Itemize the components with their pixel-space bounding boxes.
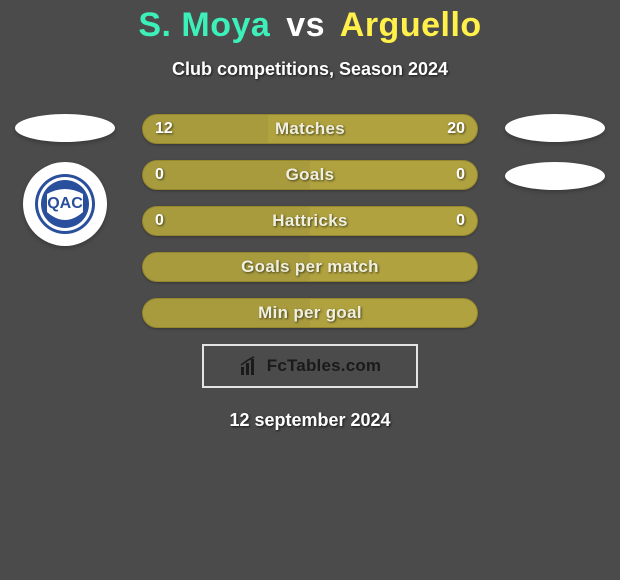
comparison-main: QAC Matches1220Goals00Hattricks00Goals p… — [0, 114, 620, 328]
brand-box: FcTables.com — [202, 344, 418, 388]
left-side-column: QAC — [10, 114, 120, 246]
generated-date: 12 september 2024 — [0, 410, 620, 431]
stat-row: Matches12 20 — [142, 114, 478, 144]
player2-ellipse-placeholder-1 — [505, 114, 605, 142]
stat-label: Min per goal — [143, 299, 477, 327]
stat-value-player1: 12 — [155, 115, 173, 143]
title-vs: vs — [286, 6, 325, 44]
subtitle: Club competitions, Season 2024 — [0, 59, 620, 80]
title-player1: S. Moya — [138, 6, 270, 44]
brand-text: FcTables.com — [267, 356, 382, 376]
shield-qac-icon: QAC — [33, 172, 97, 236]
stat-row: Hattricks0 0 — [142, 206, 478, 236]
stat-row: Goals0 0 — [142, 160, 478, 190]
stat-value-player2: 0 — [456, 161, 465, 189]
player2-ellipse-placeholder-2 — [505, 162, 605, 190]
bar-chart-icon — [239, 355, 261, 377]
stat-label: Goals per match — [143, 253, 477, 281]
stat-row: Min per goal — [142, 298, 478, 328]
player1-ellipse-placeholder — [15, 114, 115, 142]
stat-label: Hattricks — [143, 207, 477, 235]
stat-row: Goals per match — [142, 252, 478, 282]
stat-value-player2: 20 — [447, 115, 465, 143]
svg-text:QAC: QAC — [47, 195, 83, 212]
stat-label: Goals — [143, 161, 477, 189]
page-title: S. Moya vs Arguello — [0, 0, 620, 45]
stat-bars: Matches1220Goals00Hattricks00Goals per m… — [142, 114, 478, 328]
right-side-column — [500, 114, 610, 210]
title-player2: Arguello — [340, 6, 482, 44]
stat-value-player1: 0 — [155, 161, 164, 189]
stat-value-player1: 0 — [155, 207, 164, 235]
player1-club-badge: QAC — [23, 162, 107, 246]
stat-value-player2: 0 — [456, 207, 465, 235]
stat-label: Matches — [143, 115, 477, 143]
